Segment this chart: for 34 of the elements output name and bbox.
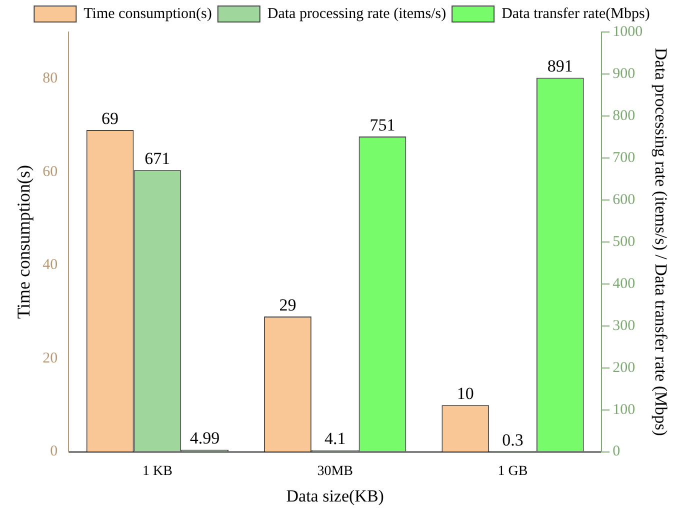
y2-tick-label: 1000: [612, 24, 643, 40]
data-label: 69: [102, 108, 119, 128]
y2-tick-label: 500: [612, 234, 636, 250]
y-tick-label: 20: [42, 350, 58, 366]
y2-tick-label: 400: [612, 276, 636, 292]
data-label: 671: [144, 149, 170, 168]
y2-tick-label: 700: [612, 150, 636, 166]
data-label: 10: [456, 384, 474, 404]
data-label: 0.3: [502, 430, 524, 450]
x-tick-label: 1 KB: [142, 464, 172, 479]
legend-label: Time consumption(s): [84, 6, 212, 22]
y2-tick-label: 100: [612, 402, 636, 418]
y-tick-label: 40: [42, 257, 58, 274]
y2-tick-label: 0: [612, 444, 620, 460]
y2-tick-label: 300: [612, 318, 636, 334]
x-axis-title: Data size(KB): [286, 486, 384, 506]
x-tick-label: 30MB: [317, 464, 353, 479]
data-label: 4.1: [324, 429, 346, 448]
legend-label: Data processing rate (items/s): [267, 6, 446, 22]
y-axis-title: Time consumption(s): [14, 164, 34, 319]
y2-tick-label: 900: [612, 66, 636, 82]
y-tick-label: 80: [42, 70, 58, 87]
data-label: 4.99: [190, 428, 220, 448]
data-label: 751: [370, 116, 396, 134]
y2-tick-label: 200: [612, 360, 636, 376]
y-tick-label: 0: [50, 444, 58, 460]
data-label: 29: [279, 296, 296, 314]
x-tick-label: 1 GB: [498, 464, 528, 479]
data-label: 891: [547, 56, 573, 76]
y2-axis-title: Data processing rate (items/s) / Data transfer rate (Mbps): [651, 48, 670, 436]
y2-tick-label: 800: [612, 108, 636, 124]
y-tick-label: 60: [42, 164, 58, 180]
y2-tick-label: 600: [612, 192, 636, 208]
legend-label: Data transfer rate(Mbps): [502, 6, 650, 22]
